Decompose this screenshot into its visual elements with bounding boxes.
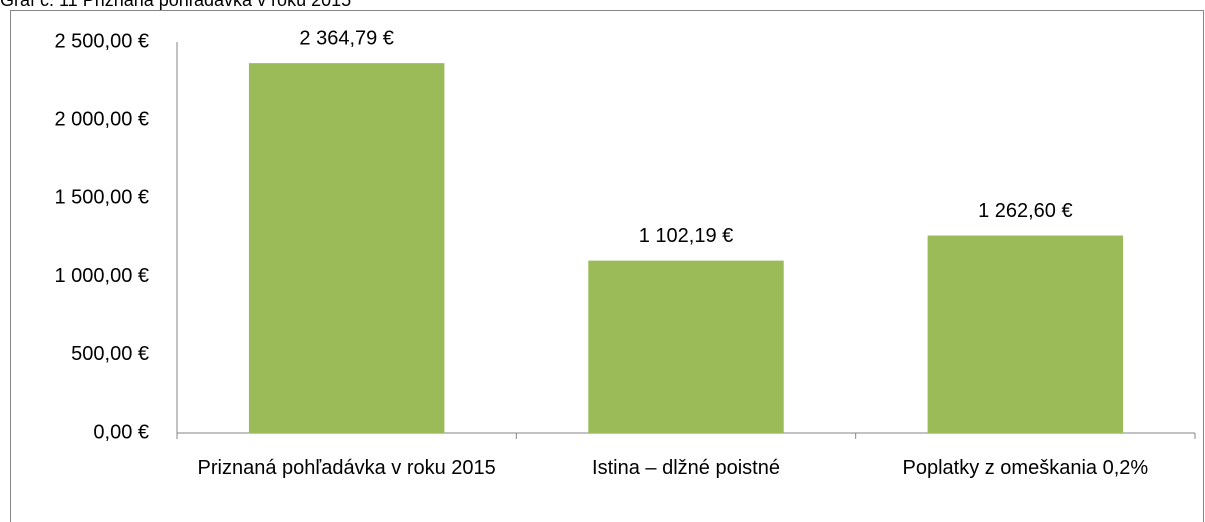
chart-title: Graf č. 11 Priznaná pohľadávka v roku 20… (0, 0, 352, 10)
y-tick-label: 2 500,00 € (54, 30, 149, 52)
bar (927, 235, 1124, 433)
chart-frame (10, 10, 1204, 522)
x-tick-label: Priznaná pohľadávka v roku 2015 (197, 457, 496, 479)
y-tick-label: 1 000,00 € (54, 265, 149, 287)
y-tick-label: 500,00 € (71, 343, 149, 365)
y-tick-label: 1 500,00 € (54, 187, 149, 209)
bar (588, 260, 784, 433)
data-label: 2 364,79 € (299, 27, 394, 49)
y-tick-label: 0,00 € (93, 421, 149, 443)
data-label: 1 102,19 € (639, 225, 734, 247)
bar (248, 63, 445, 433)
x-tick-label: Poplatky z omeškania 0,2% (902, 457, 1149, 479)
data-label: 1 262,60 € (978, 200, 1073, 222)
x-tick-label: Istina – dlžné poistné (592, 457, 780, 479)
y-tick-label: 2 000,00 € (54, 108, 149, 130)
